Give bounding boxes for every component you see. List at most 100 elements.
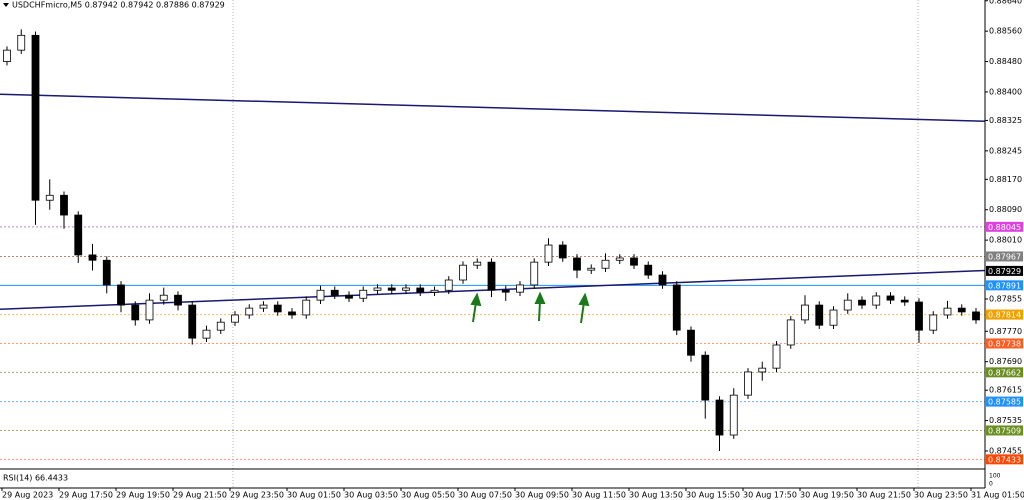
candle-body (145, 299, 154, 321)
arrow (538, 300, 541, 322)
x-tick-label: 30 Aug 09:50 (515, 491, 569, 500)
price-label: 0.87738 (988, 339, 1021, 348)
candle-body (288, 311, 296, 316)
candle-body (601, 259, 610, 269)
candle-body (843, 299, 852, 311)
candle-body (188, 304, 197, 339)
trend-line (0, 93, 986, 122)
candle-body (558, 244, 567, 259)
candle-body (416, 287, 425, 293)
x-tick-label: 29 Aug 23:50 (230, 491, 284, 500)
candle-body (473, 261, 482, 266)
y-tick-label: 0.87855 (989, 295, 1022, 304)
candle-body (3, 49, 11, 62)
y-tick-label: 0.88245 (989, 146, 1022, 155)
menu-triangle[interactable] (3, 3, 9, 7)
candle-body (259, 304, 268, 309)
candle-body (872, 295, 881, 306)
candle-body (772, 344, 781, 369)
candle-body (131, 304, 140, 321)
price-label-bg (986, 454, 1023, 465)
candle-body (202, 329, 211, 339)
candle-body (117, 284, 125, 306)
candle-body (273, 304, 282, 313)
candle-body (430, 289, 439, 293)
candle-body (174, 294, 182, 306)
candle-body (744, 371, 752, 396)
x-tick-label: 30 Aug 05:50 (401, 491, 455, 500)
x-tick-label: 31 Aug 01:50 (971, 491, 1024, 500)
arrow-head (578, 292, 590, 307)
price-label: 0.87967 (988, 252, 1021, 261)
plot-area (0, 0, 986, 488)
y-tick-label: 0.88480 (989, 57, 1022, 66)
x-tick-label: 29 Aug 19:50 (116, 491, 170, 500)
candle-body (60, 194, 68, 216)
price-label: 0.87929 (988, 267, 1021, 276)
candle-body (658, 274, 667, 286)
x-tick-label: 30 Aug 17:50 (743, 491, 797, 500)
candle-body (330, 289, 339, 296)
candle-body (972, 311, 980, 321)
candle-body (815, 304, 824, 326)
y-tick-label: 0.88010 (989, 236, 1022, 245)
candle-body (900, 299, 909, 303)
price-label: 0.87585 (988, 398, 1021, 407)
candle-body (402, 287, 410, 291)
candle-body (45, 194, 54, 201)
candle-body (245, 307, 254, 316)
candle-body (530, 261, 539, 286)
candle-body (943, 307, 952, 316)
x-tick-label: 30 Aug 21:50 (857, 491, 911, 500)
candle-body (544, 244, 553, 263)
candle-body (886, 295, 895, 301)
arrow (580, 301, 585, 324)
candle-body (501, 289, 510, 293)
candle-body (302, 299, 311, 316)
candle-body (159, 294, 168, 301)
indicator-tick-label: 0 (989, 481, 993, 488)
candle-body (216, 321, 225, 331)
candle-body (573, 257, 581, 271)
candle-body (516, 284, 524, 293)
price-label-bg (986, 396, 1023, 407)
candle-body (858, 299, 866, 306)
candle-body (359, 289, 368, 299)
candle-body (31, 34, 40, 201)
arrow-head (470, 292, 482, 307)
price-label-bg (986, 367, 1023, 378)
price-label-bg (986, 251, 1023, 262)
y-tick-label: 0.88090 (989, 205, 1022, 214)
price-label-bg (986, 265, 1023, 276)
y-tick-label: 0.87455 (989, 446, 1022, 455)
price-label: 0.87662 (988, 368, 1021, 377)
y-tick-label: 0.87770 (989, 327, 1022, 336)
candle-body (630, 257, 638, 266)
chart-title: USDCHFmicro,M5 0.87942 0.87942 0.87886 0… (12, 1, 225, 10)
y-tick-label: 0.88560 (989, 27, 1022, 36)
candle-body (615, 257, 624, 261)
x-tick-label: 30 Aug 15:50 (686, 491, 740, 500)
candle-body (701, 354, 710, 401)
x-tick-label: 30 Aug 11:50 (572, 491, 626, 500)
indicator-label: RSI(14) 66.4433 (3, 474, 68, 483)
candle-body (17, 34, 26, 51)
price-label: 0.87509 (988, 426, 1021, 435)
candle-body (387, 287, 396, 291)
price-label: 0.87891 (988, 281, 1021, 290)
candle-body (801, 304, 809, 321)
indicator-tick-label: 100 (989, 473, 1001, 480)
y-tick-label: 0.87690 (989, 357, 1022, 366)
x-tick-label: 29 Aug 21:50 (173, 491, 227, 500)
x-tick-label: 30 Aug 19:50 (800, 491, 854, 500)
candle-body (345, 294, 353, 299)
candle-body (444, 279, 453, 291)
price-label-bg (986, 425, 1023, 436)
candle-body (74, 214, 83, 256)
candle-body (373, 287, 382, 291)
price-label: 0.87433 (988, 455, 1021, 464)
candle-body (715, 399, 724, 436)
candle-body (729, 394, 738, 436)
